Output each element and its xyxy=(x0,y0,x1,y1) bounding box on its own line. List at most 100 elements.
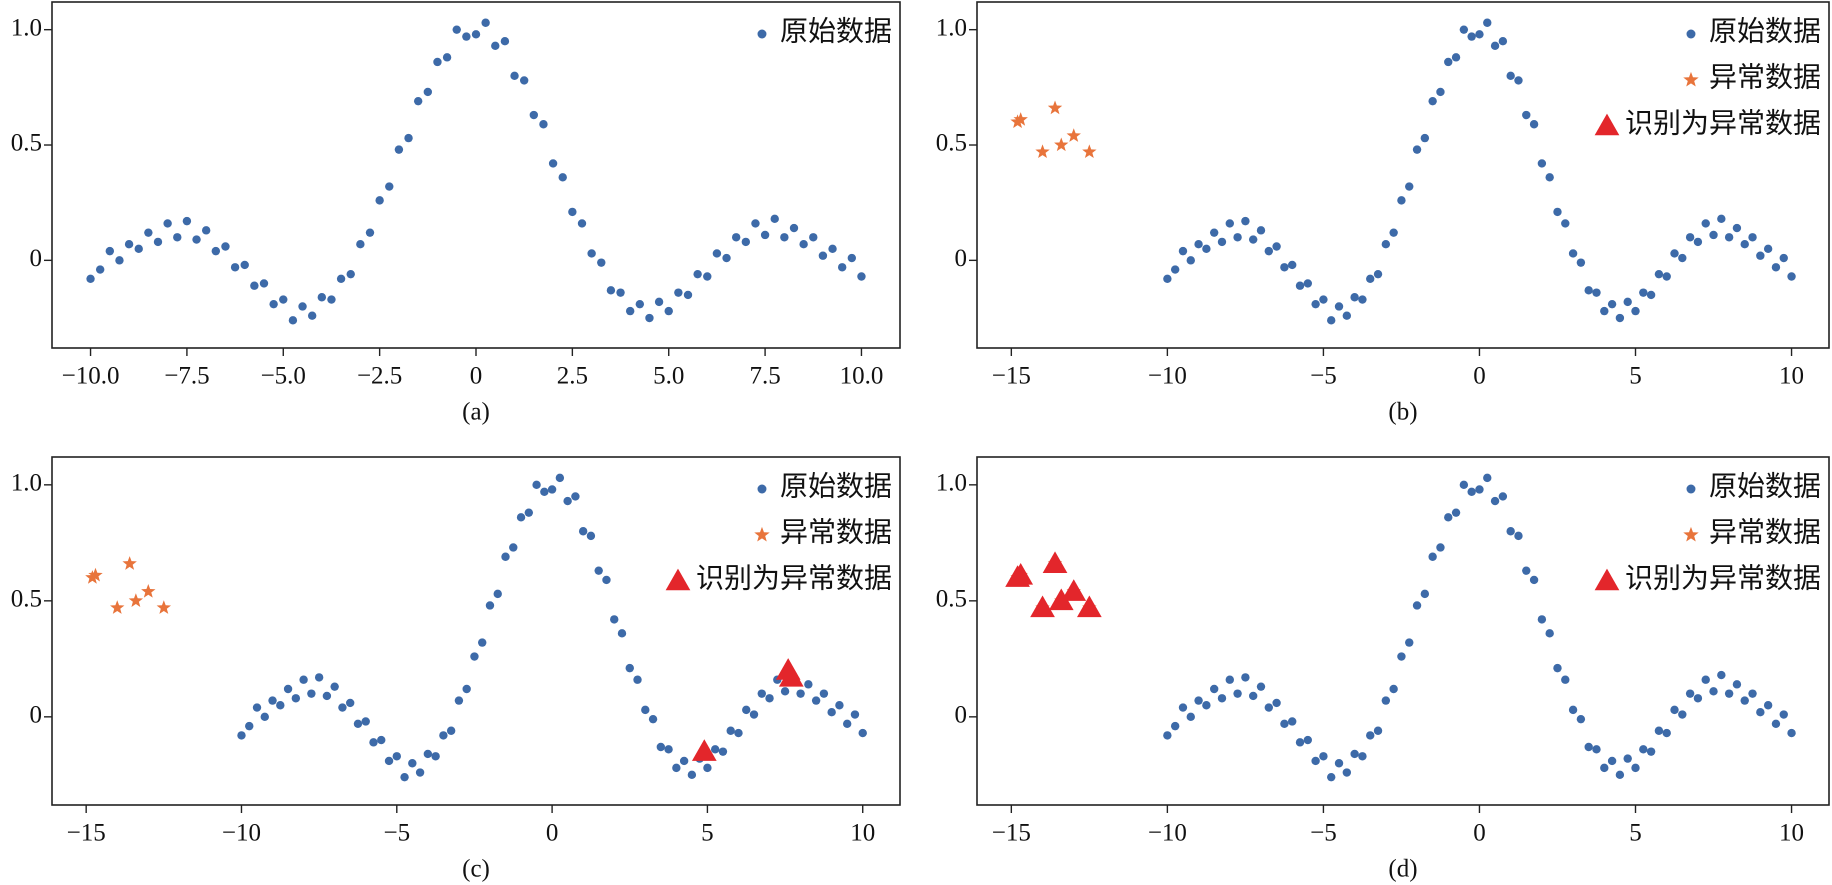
point xyxy=(260,712,269,722)
point xyxy=(1490,41,1500,51)
point xyxy=(1163,274,1172,283)
point xyxy=(446,726,456,735)
point xyxy=(691,739,717,761)
point xyxy=(211,246,221,256)
point xyxy=(1724,689,1734,698)
legend-symbol xyxy=(1683,526,1699,542)
x-tick-label: −15 xyxy=(992,820,1031,847)
point xyxy=(327,295,336,304)
point xyxy=(1444,57,1453,67)
point xyxy=(493,589,502,599)
point xyxy=(1732,680,1742,689)
point xyxy=(375,196,384,205)
point xyxy=(516,513,526,522)
y-tick-label: 1.0 xyxy=(936,470,967,497)
point xyxy=(385,182,394,191)
point xyxy=(1272,698,1281,708)
point xyxy=(594,566,603,575)
point xyxy=(1763,244,1773,254)
y-tick-label: 0 xyxy=(30,702,43,729)
legend-label: 原始数据 xyxy=(1709,470,1821,502)
point xyxy=(471,30,481,39)
point xyxy=(1342,768,1352,777)
point xyxy=(1209,228,1219,237)
point xyxy=(1082,144,1097,159)
point xyxy=(1678,253,1687,263)
point xyxy=(757,689,766,698)
point xyxy=(1490,496,1500,506)
point xyxy=(1662,728,1671,738)
point xyxy=(276,701,285,710)
point xyxy=(1693,237,1703,247)
point xyxy=(1545,629,1554,638)
point xyxy=(1607,756,1617,766)
point xyxy=(712,249,722,258)
point xyxy=(1498,37,1508,46)
x-tick-label: 0 xyxy=(546,820,559,847)
point xyxy=(314,673,324,682)
point xyxy=(1280,719,1289,728)
point xyxy=(1178,703,1188,712)
plot-frame xyxy=(51,1,901,349)
point xyxy=(1358,752,1367,761)
legend-symbol xyxy=(1686,29,1696,39)
point xyxy=(540,487,549,496)
x-tick-label: 5 xyxy=(1629,363,1642,390)
legend-label: 异常数据 xyxy=(1709,61,1821,93)
point xyxy=(1389,684,1398,694)
point xyxy=(384,756,394,766)
point xyxy=(173,233,182,242)
point xyxy=(1522,110,1531,120)
point xyxy=(1756,251,1765,260)
point xyxy=(1685,689,1695,698)
point xyxy=(485,601,495,610)
point xyxy=(1748,689,1757,698)
point xyxy=(602,575,611,585)
point xyxy=(1241,673,1250,682)
point xyxy=(369,738,378,747)
point xyxy=(1256,682,1266,691)
point xyxy=(547,485,557,494)
x-tick-label: 5.0 xyxy=(653,363,684,390)
point xyxy=(703,763,712,773)
point xyxy=(298,302,307,311)
legend-label: 识别为异常数据 xyxy=(1625,107,1821,139)
y-tick-label: 0.5 xyxy=(936,586,967,613)
point xyxy=(413,96,423,106)
point xyxy=(524,508,534,517)
point xyxy=(674,288,683,297)
x-tick-label: −5.0 xyxy=(261,363,306,390)
point xyxy=(1646,747,1656,756)
point xyxy=(1545,173,1554,182)
point xyxy=(1350,293,1359,302)
point xyxy=(1584,286,1593,295)
legend: 原始数据 xyxy=(780,15,892,47)
point xyxy=(1724,233,1734,242)
point xyxy=(1381,696,1391,705)
point xyxy=(1732,223,1742,233)
point xyxy=(687,770,697,780)
point xyxy=(279,295,288,304)
point xyxy=(1779,710,1788,719)
point xyxy=(693,269,702,279)
point xyxy=(353,719,363,728)
point xyxy=(1288,260,1297,270)
point xyxy=(672,763,681,773)
point xyxy=(192,235,201,244)
point xyxy=(1514,76,1523,85)
point xyxy=(1631,306,1640,316)
point xyxy=(1412,145,1422,154)
point xyxy=(509,543,518,552)
y-tick-label: 0 xyxy=(30,245,43,272)
point xyxy=(1592,288,1601,297)
point xyxy=(346,269,355,279)
point xyxy=(804,680,813,689)
point xyxy=(1576,714,1586,724)
point xyxy=(1233,233,1242,242)
point xyxy=(240,260,249,270)
point xyxy=(1350,749,1359,759)
